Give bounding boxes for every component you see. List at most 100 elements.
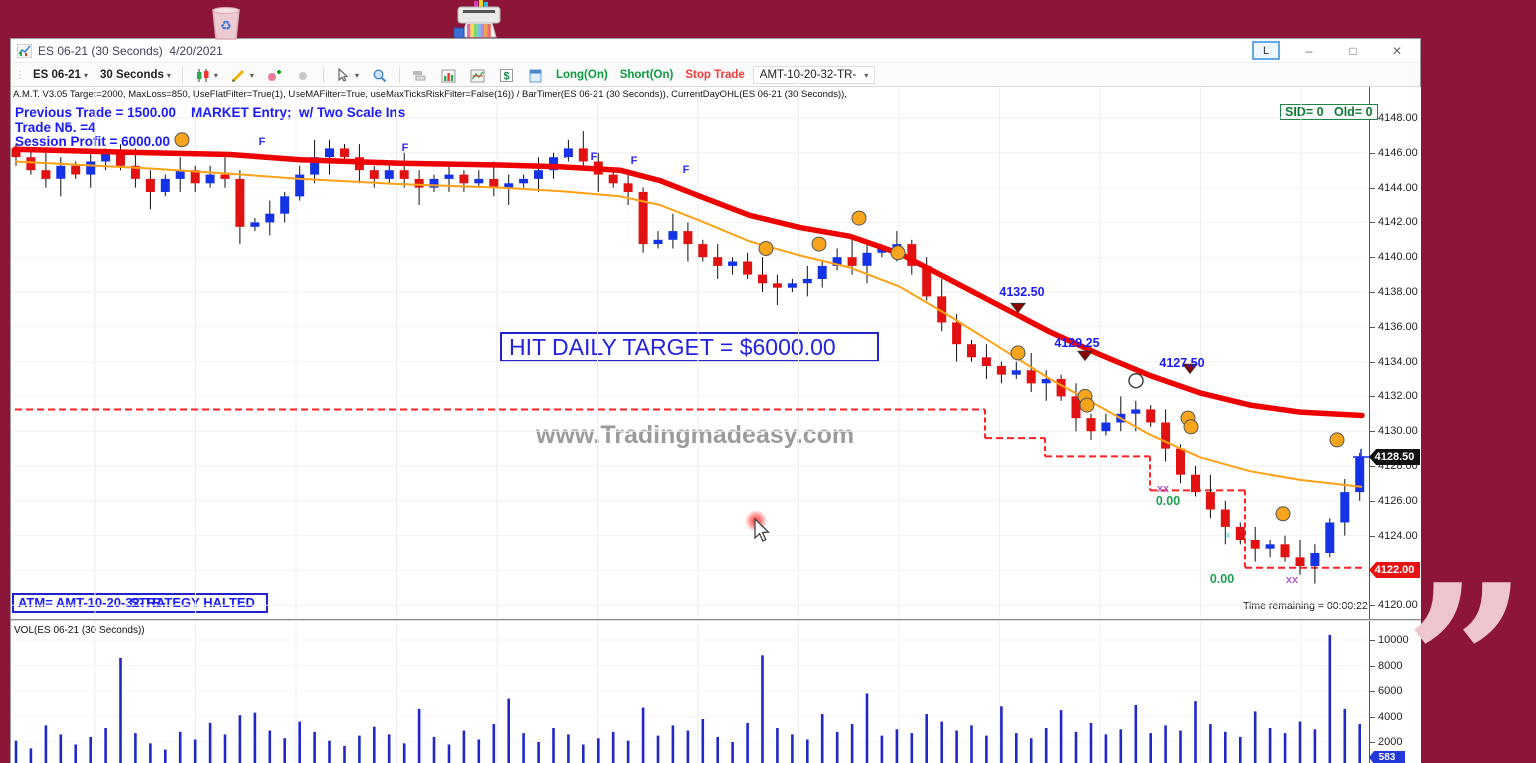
last-price-tag: 4128.50 [1369, 449, 1420, 465]
price-axis-label: 4136.00 [1378, 321, 1418, 333]
price-axis-label: 4124.00 [1378, 530, 1418, 542]
trade-number-note: Trade No. =4 [15, 120, 96, 135]
axis-tick-mark [1369, 222, 1375, 223]
axis-tick-mark [1369, 362, 1375, 363]
price-axis-label: 4144.00 [1378, 182, 1418, 194]
cursor-arrow-icon [335, 67, 352, 83]
price-axis-label: 4146.00 [1378, 147, 1418, 159]
session-profit-note: Session Profit = 6000.00 [15, 134, 170, 149]
stop-price-tag: 4122.00 [1369, 562, 1420, 578]
price-axis-label: 4140.00 [1378, 251, 1418, 263]
chevron-down-icon: ▾ [83, 70, 88, 80]
chevron-down-icon: ▾ [249, 70, 254, 80]
chart-toolbar: ⋮ ES 06-21 ▾ 30 Seconds ▾ ▾ ▾ [11, 64, 1420, 87]
axis-tick-mark [1369, 640, 1375, 641]
toolbar-separator [181, 67, 183, 83]
watermark-text: www.Tradingmadeasy.com [536, 421, 855, 449]
axis-tick-mark [1369, 292, 1375, 293]
indicator-parameters-text: A.M.T. V3.05 Target=2000, MaxLoss=850, U… [13, 89, 847, 100]
remove-marker-button[interactable] [291, 65, 316, 85]
sid-badge: SID= 0 Old= 0 [1280, 104, 1378, 120]
stop-trade-button[interactable]: Stop Trade [685, 69, 745, 81]
marker-gray-icon [295, 67, 312, 83]
axis-tick-mark [1369, 466, 1375, 467]
candlestick-icon [194, 67, 211, 83]
axis-tick-mark [1369, 717, 1375, 718]
account-button[interactable]: $ [494, 65, 519, 85]
svg-text:♻: ♻ [220, 18, 232, 33]
window-title: ES 06-21 (30 Seconds) 4/20/2021 [38, 43, 223, 58]
short-toggle[interactable]: Short(On) [619, 69, 674, 81]
axis-tick-mark [1369, 536, 1375, 537]
bar-timer-text: Time remaining = 00:00:22 [1243, 600, 1368, 612]
volume-indicator-label: VOL(ES 06-21 (30 Seconds)) [14, 625, 145, 636]
window-chart-icon [17, 43, 32, 58]
pencil-icon [230, 67, 247, 83]
price-axis-label: 4120.00 [1378, 599, 1418, 611]
close-button[interactable]: ✕ [1391, 43, 1403, 58]
atm-strategy-selector[interactable]: AMT-10-20-32-TR- ▾ [752, 66, 876, 84]
axis-tick-mark [1369, 501, 1375, 502]
axis-tick-mark [1369, 691, 1375, 692]
axis-tick-mark [1369, 605, 1375, 606]
window-titlebar[interactable]: ES 06-21 (30 Seconds) 4/20/2021 L – □ ✕ [11, 39, 1420, 63]
maximize-button[interactable]: □ [1349, 43, 1357, 58]
chevron-down-icon: ▾ [213, 70, 218, 80]
price-axis-label: 4138.00 [1378, 286, 1418, 298]
price-axis-label: 4126.00 [1378, 495, 1418, 507]
volume-canvas[interactable] [12, 621, 1369, 763]
axis-tick-mark [1369, 666, 1375, 667]
panels-button[interactable] [407, 65, 432, 85]
previous-trade-note: Previous Trade = 1500.00 MARKET Entry; w… [15, 105, 406, 120]
chevron-down-icon: ▾ [166, 70, 171, 80]
hit-daily-target-banner: HIT DAILY TARGET = $6000.00 [500, 332, 879, 362]
axis-tick-mark [1369, 327, 1375, 328]
zoom-tool-button[interactable] [367, 65, 392, 85]
atm-status-box: ATM= AMT-10-20-32-TR- STRATEGY HALTED [12, 593, 268, 613]
chart-trader-button[interactable] [465, 65, 490, 85]
chart-window: ES 06-21 (30 Seconds) 4/20/2021 L – □ ✕ … [10, 38, 1421, 763]
instrument-label: ES 06-21 [33, 69, 81, 81]
minimize-button[interactable]: – [1305, 43, 1313, 58]
marker-add-icon [266, 67, 283, 83]
market-analyzer-button[interactable] [436, 65, 461, 85]
link-button[interactable]: L [1252, 41, 1280, 60]
line-chart-icon [469, 67, 486, 83]
pane-splitter[interactable] [11, 619, 1421, 621]
magnifier-icon [371, 67, 388, 83]
price-axis-label: 4142.00 [1378, 216, 1418, 228]
volume-axis-label: 10000 [1378, 634, 1409, 646]
quotation-mark-graphic: ” [1404, 537, 1528, 763]
drawing-tools-button[interactable]: ▾ [226, 65, 258, 85]
panels-icon [411, 67, 428, 83]
data-series-button[interactable] [523, 65, 548, 85]
calendar-icon [527, 67, 544, 83]
axis-tick-mark [1369, 153, 1375, 154]
cursor-tool-button[interactable]: ▾ [331, 65, 363, 85]
axis-tick-mark [1369, 742, 1375, 743]
chart-style-button[interactable]: ▾ [190, 65, 222, 85]
axis-tick-mark [1369, 431, 1375, 432]
price-axis-label: 4134.00 [1378, 356, 1418, 368]
price-axis-label: 4130.00 [1378, 425, 1418, 437]
price-axis-label: 4148.00 [1378, 112, 1418, 124]
price-axis[interactable] [1369, 87, 1421, 763]
interval-selector[interactable]: 30 Seconds ▾ [96, 67, 175, 83]
atm-strategy-label: AMT-10-20-32-TR- [759, 69, 857, 81]
volume-axis-label: 6000 [1378, 685, 1403, 697]
svg-text:$: $ [503, 70, 509, 82]
toolbar-separator [398, 67, 400, 83]
instrument-selector[interactable]: ES 06-21 ▾ [29, 67, 92, 83]
volume-axis-label: 8000 [1378, 660, 1403, 672]
printer-icon[interactable] [450, 0, 506, 43]
axis-tick-mark [1369, 257, 1375, 258]
chevron-down-icon: ▾ [354, 70, 359, 80]
add-marker-button[interactable] [262, 65, 287, 85]
toolbar-drag-handle[interactable]: ⋮ [15, 69, 25, 81]
recycle-bin-icon[interactable]: ♻ [205, 6, 247, 45]
bar-chart-icon [440, 67, 457, 83]
chevron-down-icon: ▾ [864, 70, 869, 80]
volume-value-tag: 583 [1369, 751, 1405, 763]
long-toggle[interactable]: Long(On) [555, 69, 608, 81]
